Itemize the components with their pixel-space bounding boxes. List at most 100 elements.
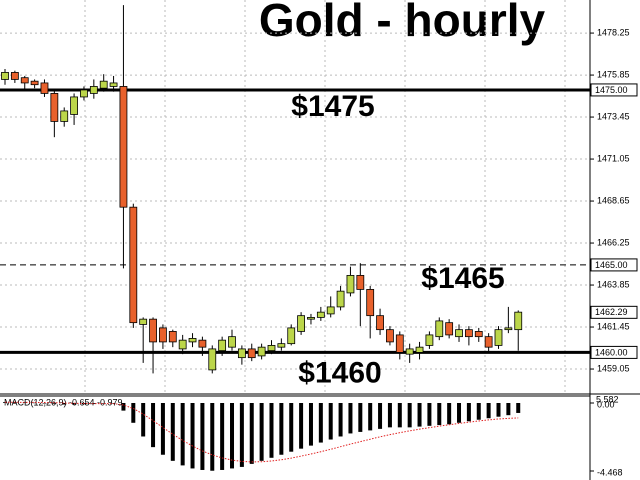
macd-bar [230, 403, 235, 469]
candle-body [139, 318, 148, 325]
macd-bar [269, 403, 274, 458]
macd-bar [180, 403, 185, 466]
candle-body [297, 315, 306, 332]
candle-body [188, 338, 197, 343]
candle-body [228, 336, 236, 348]
price-label: 1460.00 [595, 347, 628, 357]
macd-bar [378, 403, 383, 429]
price-label: 1465.00 [595, 260, 628, 270]
macd-bar [368, 403, 373, 431]
candle-body [346, 275, 355, 294]
macd-bar [170, 403, 175, 461]
price-label: 1462.29 [595, 307, 628, 317]
annotation: $1475 [291, 90, 374, 123]
macd-bar [506, 403, 511, 416]
macd-bar [516, 403, 521, 413]
macd-bar [457, 403, 462, 423]
candle-body [119, 86, 128, 208]
candle-body [198, 339, 207, 348]
macd-bar [328, 403, 333, 440]
macd-bar [121, 403, 126, 411]
macd-bar [249, 403, 254, 464]
macd-bar [318, 403, 323, 443]
candle-body [178, 339, 187, 350]
candle-body [129, 206, 138, 324]
candle-body [237, 348, 246, 359]
candle-body [60, 110, 69, 122]
candle-body [494, 329, 503, 346]
macd-bar [348, 403, 353, 434]
candle-body [336, 290, 345, 308]
macd-label: MACD(12,26,9) -0.654 -0.979 [4, 397, 123, 407]
macd-bar [220, 403, 225, 470]
candle-body [425, 334, 434, 346]
macd-bar [160, 403, 165, 455]
y-tick-label: 1471.05 [597, 153, 630, 163]
price-label-box [590, 83, 638, 97]
candle-body [316, 311, 325, 318]
macd-bar [476, 403, 481, 420]
candle-body [287, 327, 296, 345]
candle-body [89, 86, 98, 94]
candle-body [386, 329, 394, 343]
candle-body [40, 82, 49, 94]
macd-bar [151, 403, 156, 448]
candle-body [464, 329, 473, 338]
candle-body [405, 348, 414, 355]
annotation: $1465 [421, 262, 504, 295]
macd-bar [42, 403, 47, 404]
candle-body [326, 306, 335, 315]
macd-bar [259, 403, 264, 461]
macd-bar [437, 403, 442, 426]
macd-bar [22, 402, 27, 404]
candle-body [109, 82, 118, 87]
y-tick-label: 1466.25 [597, 237, 630, 247]
macd-bar [131, 403, 136, 423]
price-label-box [590, 258, 638, 272]
candle-body [30, 80, 39, 86]
y-tick-label: 1459.05 [597, 363, 630, 373]
candle-body [435, 320, 444, 338]
macd-bar [417, 403, 422, 427]
candle-body [484, 336, 493, 348]
macd-bar [387, 403, 392, 428]
macd-bar [308, 403, 313, 446]
macd-bar [338, 403, 343, 437]
candle-body [149, 318, 157, 343]
candle-body [455, 329, 463, 338]
macd-bar [397, 403, 402, 428]
candle-body [10, 72, 19, 80]
y-tick-label: -4.468 [597, 467, 623, 477]
y-tick-label: 1463.85 [597, 279, 630, 289]
chart-title: Gold - hourly [259, 0, 546, 46]
y-tick-label: 0.00 [597, 399, 615, 409]
candle-body [376, 315, 384, 331]
macd-bar [62, 403, 67, 405]
candle-body [99, 80, 108, 89]
macd-bar [466, 403, 471, 422]
macd-bar [289, 403, 294, 452]
macd-bar [32, 402, 37, 404]
macd-bar [190, 403, 195, 469]
y-tick-label: 1475.85 [597, 69, 630, 79]
candle-body [395, 334, 404, 353]
candle-body [168, 331, 177, 343]
macd-bar [407, 403, 412, 428]
candle-body [474, 331, 483, 338]
candle-body [20, 77, 29, 84]
candle-body [208, 348, 217, 371]
price-label-box [590, 305, 638, 319]
candle-body [445, 322, 454, 336]
macd-bar [200, 403, 205, 470]
macd-bar [91, 403, 96, 404]
macd-bar [141, 403, 146, 437]
macd-bar [52, 403, 57, 404]
candle-body [307, 317, 315, 320]
candle-body [257, 346, 266, 357]
macd-bar [299, 403, 304, 449]
candle-body [277, 343, 286, 348]
candle-body [1, 72, 9, 80]
candle-body [50, 93, 59, 122]
price-label: 1475.00 [595, 85, 628, 95]
